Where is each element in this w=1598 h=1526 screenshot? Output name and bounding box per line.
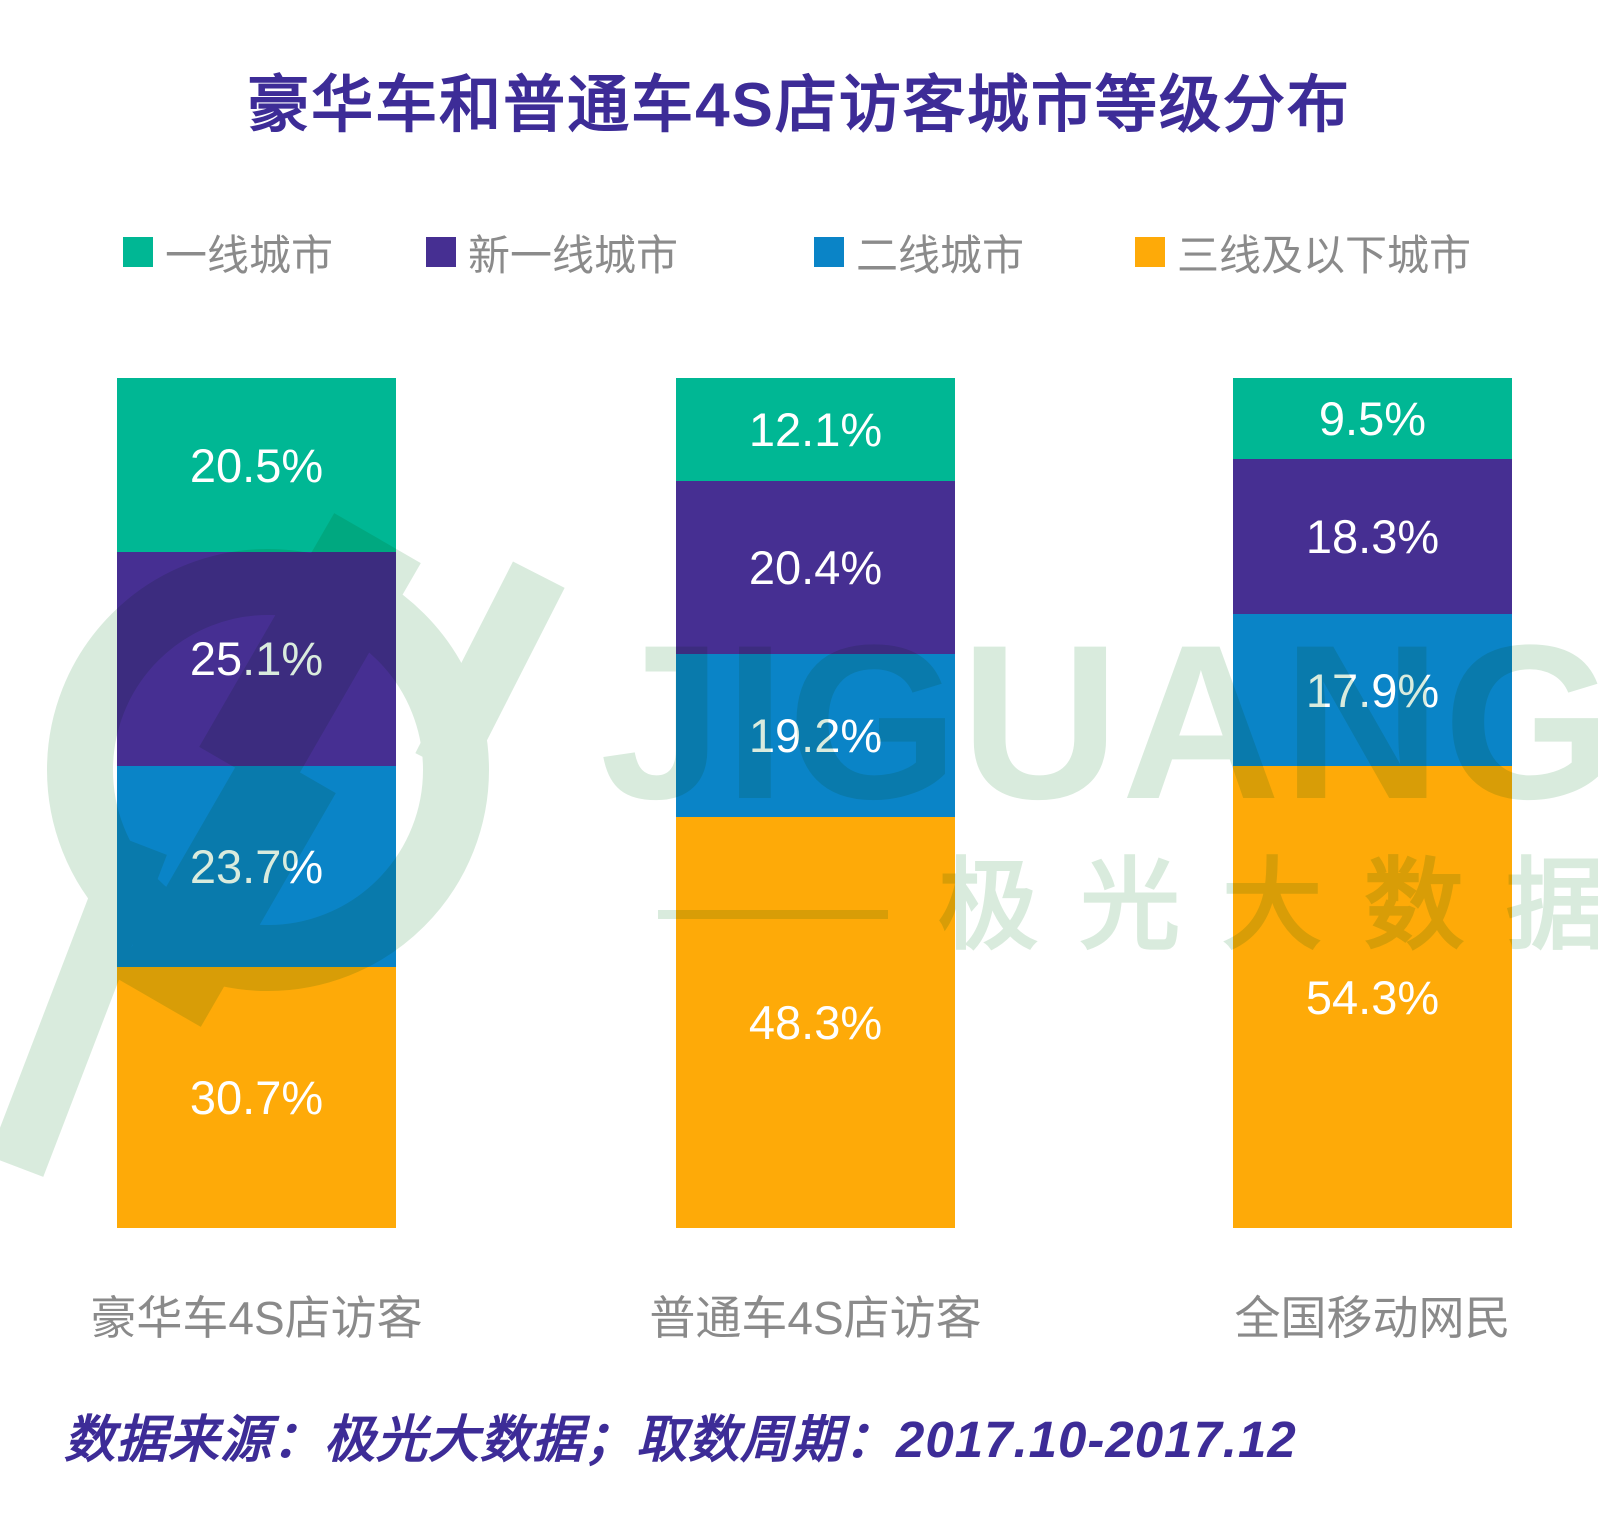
bar-segment: 25.1%	[117, 552, 396, 766]
category-label: 普通车4S店访客	[649, 1292, 982, 1344]
bar-segment: 54.3%	[1233, 766, 1512, 1228]
segment-value-label: 30.7%	[189, 1071, 324, 1124]
bar-segment: 18.3%	[1233, 458, 1512, 615]
data-source-note: 数据来源：极光大数据；取数周期：2017.10-2017.12	[64, 1411, 1297, 1468]
chart-title: 豪华车和普通车4S店访客城市等级分布	[247, 71, 1351, 140]
segment-value-label: 25.1%	[189, 632, 324, 686]
bar-segment: 12.1%	[676, 378, 955, 481]
stacked-bar-column: 20.5% 25.1% 23.7% 30.7%	[117, 378, 396, 1228]
segment-value-label: 23.7%	[189, 839, 324, 893]
bar-segment: 48.3%	[676, 817, 955, 1228]
legend-marker-new-tier1	[426, 237, 456, 267]
bar-segment: 9.5%	[1233, 378, 1512, 459]
bar-segment: 23.7%	[117, 765, 396, 968]
segment-value-label: 17.9%	[1305, 663, 1440, 717]
segment-value-label: 19.2%	[748, 709, 883, 763]
category-label: 豪华车4S店访客	[90, 1292, 423, 1344]
segment-value-label: 18.3%	[1305, 510, 1440, 564]
segment-value-label: 48.3%	[748, 996, 883, 1050]
segment-value-label: 54.3%	[1305, 970, 1440, 1024]
legend-marker-tier3-below	[1135, 237, 1165, 267]
bar-segment: 30.7%	[117, 967, 396, 1228]
legend-item-tier3-below: 三线及以下城市	[1135, 230, 1471, 279]
segment-value-label: 20.5%	[189, 438, 324, 492]
legend-item-new-tier1: 新一线城市	[426, 230, 678, 279]
legend-label-tier1: 一线城市	[165, 231, 334, 279]
bar-segment: 17.9%	[1233, 614, 1512, 767]
stacked-bar-column: 9.5% 18.3% 17.9% 54.3%	[1233, 378, 1512, 1228]
segment-value-label: 12.1%	[748, 402, 883, 456]
legend-item-tier1: 一线城市	[123, 230, 333, 279]
category-label: 全国移动网民	[1234, 1292, 1511, 1344]
legend-item-tier2: 二线城市	[814, 230, 1024, 279]
bar-segment: 20.5%	[117, 378, 396, 553]
legend-marker-tier1	[123, 237, 153, 267]
segment-value-label: 20.4%	[748, 541, 883, 595]
bar-segment: 19.2%	[676, 654, 955, 818]
legend-label-new-tier1: 新一线城市	[468, 231, 679, 279]
legend-marker-tier2	[814, 237, 844, 267]
stacked-bar-column: 12.1% 20.4% 19.2% 48.3%	[676, 378, 955, 1228]
legend-label-tier3-below: 三线及以下城市	[1177, 231, 1472, 279]
bar-segment: 20.4%	[676, 480, 955, 655]
segment-value-label: 9.5%	[1318, 391, 1427, 445]
legend-label-tier2: 二线城市	[856, 231, 1025, 279]
